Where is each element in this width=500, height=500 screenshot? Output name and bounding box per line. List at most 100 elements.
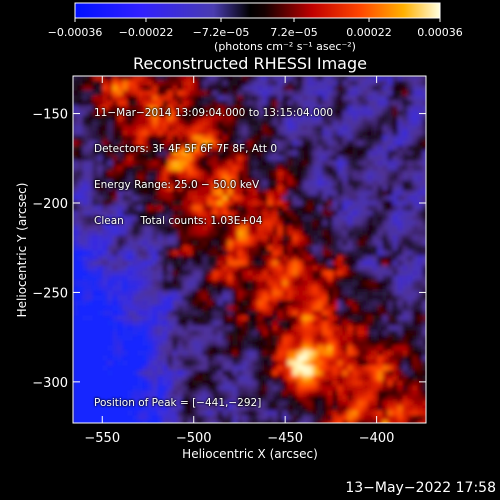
heatmap-cell [202,415,209,422]
heatmap-cell [82,100,89,107]
heatmap-cell [322,255,329,262]
heatmap-cell [257,290,264,297]
heatmap-cell [152,405,159,412]
heatmap-cell [317,400,324,407]
heatmap-cell [372,115,379,122]
heatmap-cell [272,325,279,332]
heatmap-cell [272,235,279,242]
heatmap-cell [367,180,374,187]
heatmap-cell [262,395,269,402]
heatmap-cell [177,135,184,142]
heatmap-cell [367,315,374,322]
heatmap-cell [327,85,334,92]
heatmap-cell [162,420,169,423]
heatmap-cell [317,130,324,137]
heatmap-cell [267,410,274,417]
heatmap-cell [312,390,319,397]
heatmap-cell [422,295,426,302]
heatmap-cell [197,260,204,267]
heatmap-cell [417,415,424,422]
heatmap-cell [197,165,204,172]
heatmap-cell [397,115,404,122]
heatmap-cell [117,190,124,197]
heatmap-cell [172,185,179,192]
heatmap-cell [82,335,89,342]
heatmap-cell [102,150,109,157]
heatmap-cell [417,210,424,217]
heatmap-cell [282,125,289,132]
heatmap-cell [417,400,424,407]
heatmap-cell [412,210,419,217]
heatmap-cell [107,385,114,392]
heatmap-cell [372,140,379,147]
heatmap-cell [137,310,144,317]
heatmap-cell [157,160,164,167]
heatmap-cell [197,205,204,212]
heatmap-cell [192,250,199,257]
heatmap-cell [232,265,239,272]
heatmap-cell [387,195,394,202]
heatmap-cell [267,76,274,82]
heatmap-cell [342,390,349,397]
heatmap-cell [272,210,279,217]
heatmap-cell [342,335,349,342]
heatmap-cell [222,80,229,87]
heatmap-cell [392,320,399,327]
heatmap-cell [137,285,144,292]
heatmap-cell [367,80,374,87]
heatmap-cell [282,350,289,357]
heatmap-cell [282,180,289,187]
heatmap-cell [82,150,89,157]
heatmap-cell [167,175,174,182]
heatmap-cell [172,215,179,222]
heatmap-cell [177,270,184,277]
heatmap-cell [222,345,229,352]
heatmap-cell [237,330,244,337]
heatmap-cell [257,350,264,357]
heatmap-cell [287,385,294,392]
heatmap-cell [132,90,139,97]
heatmap-cell [412,405,419,412]
heatmap-cell [232,115,239,122]
heatmap-cell [142,365,149,372]
heatmap-cell [407,140,414,147]
heatmap-cell [357,375,364,382]
heatmap-cell [372,240,379,247]
heatmap-cell [362,315,369,322]
heatmap-cell [242,105,249,112]
heatmap-cell [97,210,104,217]
heatmap-cell [247,130,254,137]
heatmap-cell [177,360,184,367]
heatmap-cell [292,320,299,327]
heatmap-cell [337,230,344,237]
heatmap-cell [122,405,129,412]
heatmap-cell [97,340,104,347]
heatmap-cell [327,400,334,407]
heatmap-cell [92,160,99,167]
heatmap-cell [307,325,314,332]
heatmap-cell [157,250,164,257]
heatmap-cell [212,340,219,347]
heatmap-cell [177,280,184,287]
heatmap-cell [352,410,359,417]
heatmap-cell [357,260,364,267]
heatmap-cell [317,190,324,197]
heatmap-cell [397,345,404,352]
heatmap-cell [92,150,99,157]
heatmap-cell [412,80,419,87]
heatmap-cell [277,235,284,242]
heatmap-cell [172,180,179,187]
heatmap-cell [387,185,394,192]
heatmap-cell [332,400,339,407]
heatmap-cell [257,305,264,312]
heatmap-cell [82,105,89,112]
heatmap-cell [172,205,179,212]
heatmap-cell [307,265,314,272]
heatmap-cell [207,125,214,132]
heatmap-cell [327,355,334,362]
heatmap-cell [322,170,329,177]
heatmap-cell [382,200,389,207]
heatmap-cell [192,270,199,277]
heatmap-cell [217,110,224,117]
heatmap-cell [322,345,329,352]
